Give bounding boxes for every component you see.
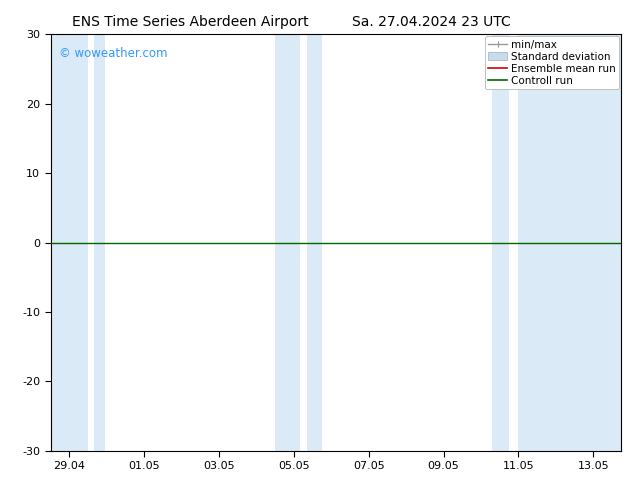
Text: ENS Time Series Aberdeen Airport: ENS Time Series Aberdeen Airport: [72, 15, 309, 29]
Text: © woweather.com: © woweather.com: [59, 47, 168, 60]
Bar: [519, 34, 621, 451]
Bar: [275, 34, 299, 451]
Legend: min/max, Standard deviation, Ensemble mean run, Controll run: min/max, Standard deviation, Ensemble me…: [485, 36, 619, 89]
Text: Sa. 27.04.2024 23 UTC: Sa. 27.04.2024 23 UTC: [352, 15, 510, 29]
Bar: [307, 34, 322, 451]
Bar: [94, 34, 105, 451]
Bar: [51, 34, 88, 451]
Bar: [492, 34, 509, 451]
